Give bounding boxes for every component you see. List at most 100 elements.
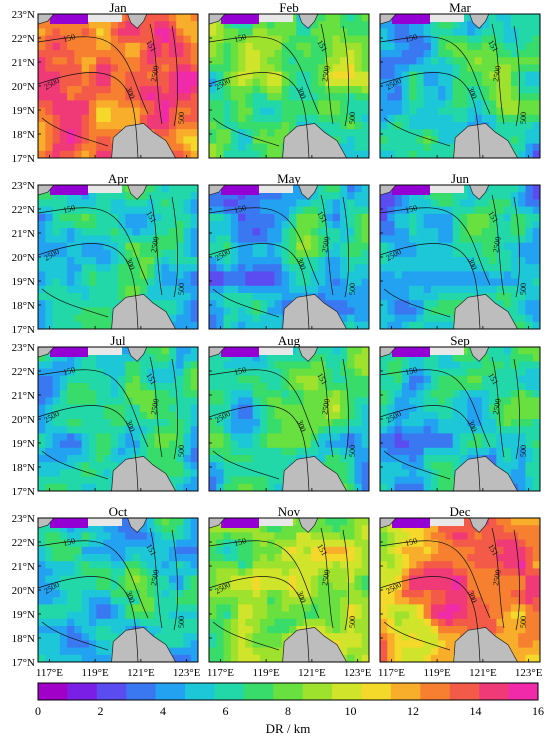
contour-ridge-west: [320, 23, 334, 125]
shelf-strip: [221, 518, 259, 528]
colorbar-segment: [390, 683, 421, 700]
contour-ridge-west: [320, 194, 334, 296]
panel-jan: 15025003005001512500Jan17°N18°N19°N20°N2…: [12, 0, 199, 165]
no-data-patch: [88, 14, 122, 22]
contour-ridge-east: [342, 196, 349, 298]
contour-ridge-east: [171, 196, 178, 298]
lat-tick-label: 18°N: [12, 129, 35, 141]
contour-south: [383, 621, 451, 651]
contour-label: 500: [348, 616, 357, 628]
contour-shelf: [380, 36, 491, 115]
colorbar-tick-label: 16: [532, 704, 544, 718]
contour-label: 500: [348, 283, 357, 295]
lon-tick-label: 123°E: [344, 667, 372, 679]
panel-title: Nov: [278, 504, 301, 519]
colorbar-segment: [273, 683, 304, 700]
panel-title: Jan: [109, 0, 127, 15]
colorbar-segment: [38, 683, 68, 700]
contour-shelf: [209, 540, 320, 619]
panel-title: Oct: [109, 504, 128, 519]
no-data-patch: [259, 185, 293, 193]
contour-2500: [209, 405, 310, 491]
no-data-patch: [259, 347, 293, 355]
lon-tick-label: 123°E: [173, 667, 201, 679]
contour-ridge-east: [513, 25, 520, 127]
contour-2500: [380, 405, 481, 491]
luzon-land: [453, 627, 519, 662]
mainland-land: [38, 185, 55, 196]
contour-south: [383, 288, 451, 318]
contour-label: 2500: [320, 569, 332, 586]
lat-tick-label: 20°N: [12, 585, 35, 597]
panel-title: Sep: [450, 333, 470, 348]
contour-label: 150: [404, 536, 418, 548]
lat-tick-label: 21°N: [12, 561, 35, 573]
panel-title: Dec: [450, 504, 471, 519]
contour-shelf: [209, 207, 320, 286]
lat-tick-label: 23°N: [12, 513, 35, 525]
lat-tick-label: 23°N: [12, 180, 35, 192]
contour-south: [212, 288, 280, 318]
colorbar: 0 2 4 6 8 10 12 14 16 DR / km: [35, 682, 544, 736]
taiwan-land: [298, 185, 319, 200]
colorbar-segment: [67, 683, 98, 700]
lon-tick-label: 119°E: [424, 667, 451, 679]
contour-ridge-east: [342, 25, 349, 127]
taiwan-land: [469, 518, 490, 533]
contour-shelf: [38, 540, 149, 619]
lon-tick-label: 117°E: [36, 667, 63, 679]
panel-title: May: [277, 171, 301, 186]
contour-label: 300: [466, 590, 479, 604]
lat-tick-label: 20°N: [12, 252, 35, 264]
taiwan-land: [298, 518, 319, 533]
contour-label: 150: [404, 203, 418, 215]
contour-2500: [380, 243, 481, 329]
mainland-land: [209, 518, 226, 529]
contour-2500: [38, 576, 139, 662]
taiwan-land: [298, 14, 319, 29]
mainland-land: [209, 185, 226, 196]
panel-title: Aug: [278, 333, 301, 348]
contour-shelf: [380, 207, 491, 286]
contour-label: 150: [404, 32, 418, 44]
taiwan-land: [127, 347, 148, 362]
panel-title: Mar: [449, 0, 471, 15]
shelf-strip: [50, 518, 88, 528]
lat-tick-label: 18°N: [12, 462, 35, 474]
contour-label: 500: [348, 112, 357, 124]
shelf-strip: [221, 14, 259, 24]
contour-2500: [209, 243, 310, 329]
contour-ridge-west: [149, 527, 163, 629]
contour-label: 2500: [320, 65, 332, 82]
lat-tick-label: 22°N: [12, 33, 35, 45]
contour-ridge-east: [342, 358, 349, 460]
lat-tick-label: 21°N: [12, 57, 35, 69]
shelf-strip: [50, 185, 88, 195]
mainland-land: [380, 518, 397, 529]
contour-2500: [380, 576, 481, 662]
colorbar-segment: [420, 683, 451, 700]
lon-tick-label: 123°E: [515, 667, 543, 679]
panel-title: Jul: [110, 333, 126, 348]
contour-shelf: [38, 369, 149, 448]
mainland-land: [209, 347, 226, 358]
colorbar-segment: [479, 683, 510, 700]
mainland-land: [380, 347, 397, 358]
shelf-strip: [221, 185, 259, 195]
taiwan-land: [469, 14, 490, 29]
mainland-land: [38, 518, 55, 529]
contour-ridge-west: [491, 527, 505, 629]
contour-label: 150: [62, 32, 76, 44]
contour-label: 2500: [149, 65, 161, 82]
colorbar-segment: [185, 683, 215, 700]
contour-south: [212, 621, 280, 651]
contour-shelf: [209, 36, 320, 115]
